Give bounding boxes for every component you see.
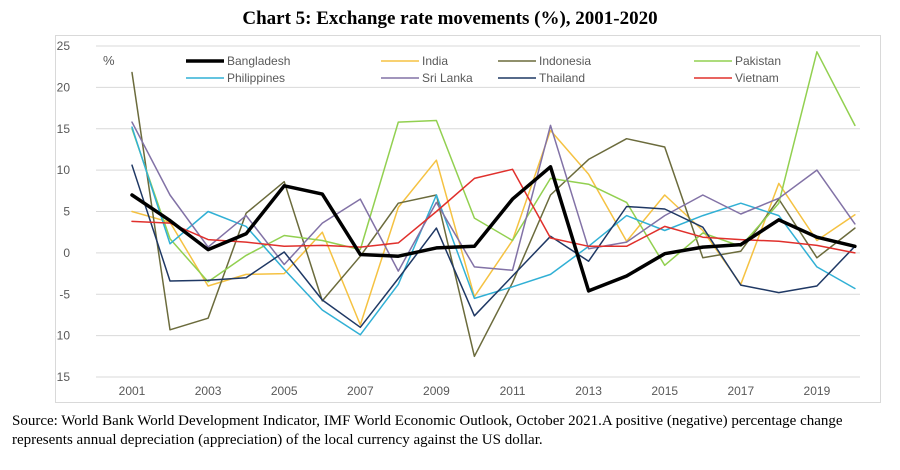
y-tick-label: 0	[63, 246, 70, 260]
x-tick-label: 2015	[651, 384, 678, 398]
y-tick-label: 25	[57, 39, 71, 53]
x-tick-label: 2005	[271, 384, 298, 398]
legend-label: India	[422, 54, 448, 68]
y-tick-label: 10	[57, 163, 71, 177]
legend-label: Indonesia	[539, 54, 591, 68]
series-line-thailand	[131, 164, 856, 329]
series-line-indonesia	[131, 71, 856, 358]
axis-labels: 2520151050-5-10-15%200120032005200720092…	[56, 39, 831, 398]
x-tick-label: 2007	[347, 384, 374, 398]
legend-label: Sri Lanka	[422, 71, 473, 85]
y-tick-label: 20	[57, 80, 71, 94]
chart-title: Chart 5: Exchange rate movements (%), 20…	[242, 8, 658, 29]
x-tick-label: 2009	[423, 384, 450, 398]
legend-label: Thailand	[539, 71, 585, 85]
series-line-vietnam	[131, 168, 856, 254]
series-line-philippines	[131, 126, 856, 336]
gridlines	[96, 45, 860, 378]
chart-frame: 2520151050-5-10-15%200120032005200720092…	[55, 35, 881, 403]
series-line-pakistan	[131, 51, 856, 283]
legend-label: Philippines	[227, 71, 285, 85]
x-tick-label: 2019	[804, 384, 831, 398]
series-line-sri-lanka	[131, 121, 856, 272]
legend-label: Pakistan	[735, 54, 781, 68]
x-tick-label: 2013	[575, 384, 602, 398]
y-tick-label: -5	[59, 287, 70, 301]
y-tick-label: 5	[63, 205, 70, 219]
y-unit-label: %	[103, 53, 115, 68]
y-tick-label: -15	[56, 370, 70, 384]
series-line-bangladesh	[130, 165, 857, 293]
legend-label: Bangladesh	[227, 54, 290, 68]
y-tick-label: 15	[57, 122, 71, 136]
y-tick-label: -10	[56, 329, 70, 343]
x-tick-label: 2017	[727, 384, 754, 398]
series-lines	[130, 51, 857, 358]
x-tick-label: 2001	[119, 384, 146, 398]
line-chart: 2520151050-5-10-15%200120032005200720092…	[56, 39, 860, 398]
x-tick-label: 2003	[195, 384, 222, 398]
legend-label: Vietnam	[735, 71, 779, 85]
legend: Bangladesh India Indonesia Pakistan Philippi…	[186, 54, 781, 85]
source-note: Source: World Bank World Development Ind…	[12, 413, 843, 448]
x-tick-label: 2011	[500, 384, 526, 398]
